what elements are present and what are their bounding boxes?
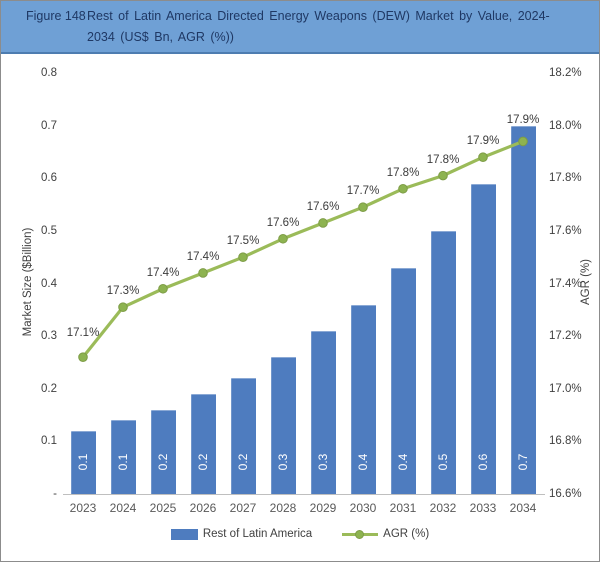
left-axis-tick-label: 0.6 xyxy=(41,172,57,185)
agr-point-label: 17.4% xyxy=(146,266,180,279)
bar xyxy=(470,183,496,494)
agr-marker xyxy=(118,302,128,312)
bar-value-label: 0.4 xyxy=(396,453,410,471)
x-axis-label: 2034 xyxy=(509,501,537,515)
right-axis-title: AGR (%) xyxy=(580,259,592,305)
right-axis-tick-label: 17.8% xyxy=(549,172,582,185)
x-axis-label: 2029 xyxy=(309,501,337,515)
bar xyxy=(190,394,216,494)
left-axis-tick-label: 0.4 xyxy=(41,277,57,290)
agr-marker xyxy=(358,202,368,212)
right-axis-tick-label: 17.0% xyxy=(549,382,582,395)
x-axis-line xyxy=(63,494,545,495)
agr-marker xyxy=(398,183,408,194)
bar xyxy=(270,357,296,494)
x-axis-label: 2024 xyxy=(109,501,137,515)
x-axis-label: 2026 xyxy=(189,501,217,515)
bar xyxy=(230,378,256,494)
x-axis-label: 2025 xyxy=(149,501,177,515)
left-axis-tick-label: 0.1 xyxy=(41,435,57,448)
agr-point-label: 17.4% xyxy=(186,250,220,263)
agr-point-label: 17.6% xyxy=(306,200,340,213)
right-axis-tick-label: 18.2% xyxy=(549,67,582,79)
figure-title-bar: Figure 148Rest of Latin America Directed… xyxy=(1,1,599,54)
left-axis-tick-label: 0.3 xyxy=(41,330,57,343)
agr-point-label: 17.8% xyxy=(426,153,460,166)
bar-value-label: 0.3 xyxy=(276,453,290,471)
agr-point-label: 17.8% xyxy=(386,166,420,179)
bar-value-label: 0.1 xyxy=(76,453,90,471)
bar-value-label: 0.2 xyxy=(156,453,170,471)
agr-marker xyxy=(78,352,88,362)
left-axis-tick-label: 0.5 xyxy=(41,224,57,237)
agr-marker xyxy=(478,152,488,162)
agr-marker xyxy=(278,233,288,244)
agr-marker xyxy=(158,283,168,294)
bar-swatch-icon xyxy=(170,528,198,540)
bar-value-label: 0.4 xyxy=(356,453,370,471)
figure-title-text: Rest of Latin America Directed Energy We… xyxy=(87,9,550,23)
bar-value-label: 0.3 xyxy=(316,453,330,471)
figure-number: Figure 148 xyxy=(26,9,86,23)
agr-point-label: 17.6% xyxy=(266,216,300,229)
agr-point-label: 17.3% xyxy=(106,285,140,298)
bar xyxy=(150,409,176,494)
x-axis-label: 2033 xyxy=(469,501,497,515)
right-axis-tick-label: 16.8% xyxy=(549,435,582,448)
right-axis-tick-label: 17.4% xyxy=(549,277,582,290)
figure-title-line2: 2034 (US$ Bn, AGR (%)) xyxy=(87,30,234,44)
x-axis-label: 2027 xyxy=(229,501,257,515)
agr-marker xyxy=(318,218,328,228)
agr-point-label: 17.5% xyxy=(226,235,260,248)
right-axis-tick-label: 18.0% xyxy=(549,119,582,132)
bar xyxy=(70,430,96,494)
agr-line xyxy=(81,139,524,359)
agr-marker xyxy=(238,252,248,262)
line-swatch-icon xyxy=(342,529,379,540)
x-axis-label: 2030 xyxy=(349,501,377,515)
bar-value-label: 0.2 xyxy=(236,453,250,471)
legend-item-bar: Rest of Latin America xyxy=(170,528,313,540)
x-axis-label: 2032 xyxy=(429,501,457,515)
left-axis-tick-label: 0.8 xyxy=(41,67,57,79)
x-axis-label: 2031 xyxy=(389,501,417,515)
left-axis-tick-label: - xyxy=(53,488,57,500)
x-axis-label: 2028 xyxy=(269,501,297,515)
agr-point-label: 17.9% xyxy=(466,135,500,148)
bar-value-label: 0.7 xyxy=(516,453,530,471)
left-axis-tick-label: 0.7 xyxy=(41,119,57,132)
legend-label-bar: Rest of Latin America xyxy=(202,528,313,540)
agr-marker xyxy=(438,170,448,181)
agr-marker xyxy=(198,268,208,278)
legend: Rest of Latin America AGR (%) xyxy=(1,525,599,543)
right-axis-tick-label: 16.6% xyxy=(549,488,582,500)
agr-point-label: 17.1% xyxy=(66,327,100,340)
agr-point-label: 17.7% xyxy=(346,185,380,198)
agr-point-label: 17.9% xyxy=(506,114,540,127)
bar-value-label: 0.6 xyxy=(476,453,490,471)
legend-label-line: AGR (%) xyxy=(383,528,430,540)
bar xyxy=(110,420,136,494)
figure-title-line1: Figure 148Rest of Latin America Directed… xyxy=(26,9,550,23)
right-axis-tick-label: 17.6% xyxy=(549,224,582,237)
x-axis-label: 2023 xyxy=(69,501,97,515)
left-axis-tick-label: 0.2 xyxy=(41,382,57,395)
bar-value-label: 0.2 xyxy=(196,453,210,471)
bar-value-label: 0.5 xyxy=(436,453,450,471)
legend-item-line: AGR (%) xyxy=(342,528,429,540)
bar-value-label: 0.1 xyxy=(116,453,130,471)
bar xyxy=(510,125,536,494)
right-axis-tick-label: 17.2% xyxy=(549,330,582,343)
